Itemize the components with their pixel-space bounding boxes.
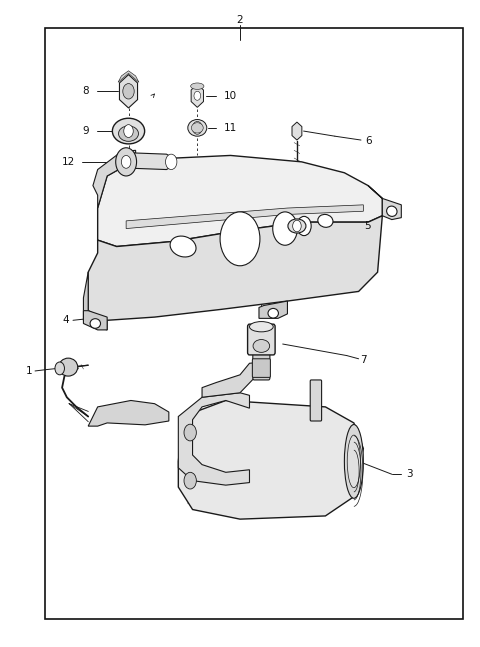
Circle shape xyxy=(123,83,134,99)
Polygon shape xyxy=(84,272,107,330)
Ellipse shape xyxy=(344,424,363,498)
Polygon shape xyxy=(120,74,138,108)
Polygon shape xyxy=(126,153,174,170)
Circle shape xyxy=(116,148,137,176)
Text: 12: 12 xyxy=(61,157,75,167)
Polygon shape xyxy=(126,205,363,228)
Circle shape xyxy=(293,220,301,232)
Ellipse shape xyxy=(191,83,204,89)
Text: 8: 8 xyxy=(83,86,89,96)
Polygon shape xyxy=(88,400,169,426)
Text: 1: 1 xyxy=(25,366,32,376)
Ellipse shape xyxy=(250,322,273,332)
FancyBboxPatch shape xyxy=(248,324,275,355)
Text: 10: 10 xyxy=(223,91,237,101)
Polygon shape xyxy=(93,150,136,208)
Ellipse shape xyxy=(253,340,270,353)
Text: 7: 7 xyxy=(360,355,367,365)
Ellipse shape xyxy=(192,123,203,133)
FancyBboxPatch shape xyxy=(310,380,322,421)
Polygon shape xyxy=(118,71,139,82)
Circle shape xyxy=(192,122,202,135)
Circle shape xyxy=(273,212,298,245)
Circle shape xyxy=(220,212,260,266)
Ellipse shape xyxy=(318,214,333,227)
FancyBboxPatch shape xyxy=(252,359,270,377)
Circle shape xyxy=(124,125,133,137)
Ellipse shape xyxy=(347,435,360,488)
Ellipse shape xyxy=(112,118,144,144)
Ellipse shape xyxy=(386,206,397,216)
Text: 4: 4 xyxy=(62,315,69,325)
Polygon shape xyxy=(179,400,363,519)
Polygon shape xyxy=(259,301,288,318)
Circle shape xyxy=(297,216,311,236)
Circle shape xyxy=(184,472,196,489)
Text: 11: 11 xyxy=(223,123,237,133)
Text: 3: 3 xyxy=(407,469,413,479)
Circle shape xyxy=(55,362,64,375)
Ellipse shape xyxy=(268,309,278,318)
Polygon shape xyxy=(88,215,383,320)
Text: 5: 5 xyxy=(364,221,371,231)
Polygon shape xyxy=(292,122,302,140)
Text: 9: 9 xyxy=(83,126,89,136)
Polygon shape xyxy=(84,311,107,330)
Ellipse shape xyxy=(170,236,196,257)
Polygon shape xyxy=(202,362,264,397)
Ellipse shape xyxy=(188,120,207,137)
Ellipse shape xyxy=(288,219,306,233)
Circle shape xyxy=(166,154,177,170)
Circle shape xyxy=(184,424,196,441)
Ellipse shape xyxy=(59,358,78,376)
Circle shape xyxy=(194,91,201,100)
Circle shape xyxy=(121,155,131,168)
Bar xyxy=(46,28,463,619)
Text: 2: 2 xyxy=(237,15,243,25)
Polygon shape xyxy=(97,155,383,247)
Ellipse shape xyxy=(90,319,100,328)
Text: 6: 6 xyxy=(365,136,372,146)
Polygon shape xyxy=(191,84,204,107)
FancyBboxPatch shape xyxy=(253,331,270,380)
Ellipse shape xyxy=(119,126,138,141)
Polygon shape xyxy=(179,393,250,485)
Polygon shape xyxy=(368,186,401,219)
